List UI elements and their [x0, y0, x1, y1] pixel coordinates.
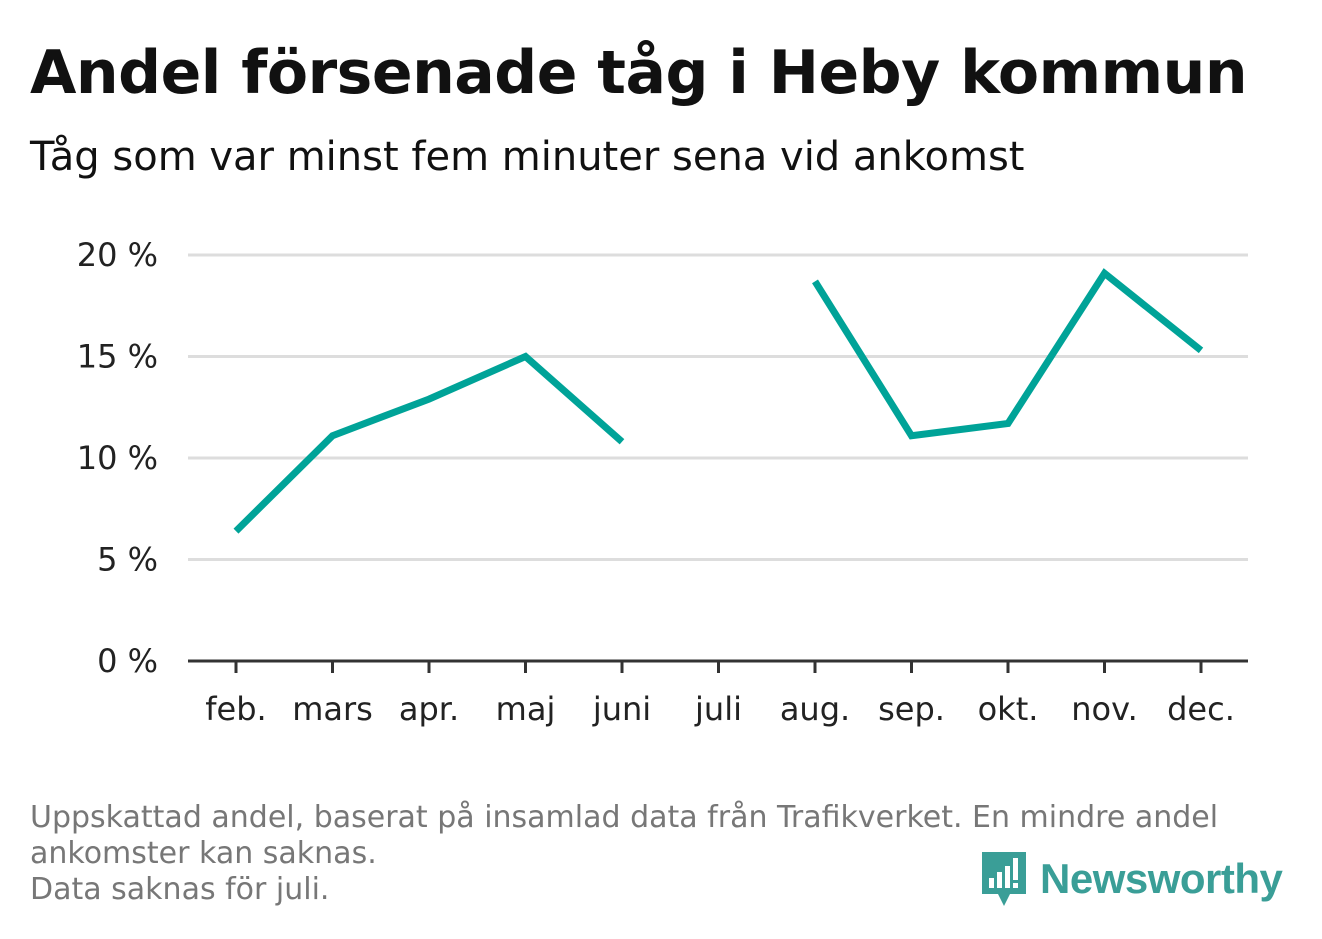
footnote: Uppskattad andel, baserat på insamlad da… — [30, 800, 1280, 908]
series-lines — [233, 268, 1204, 534]
x-tick-label: juli — [694, 690, 742, 728]
x-tick-label: mars — [292, 690, 373, 728]
y-tick-label: 0 % — [97, 642, 158, 680]
series-line-segment — [233, 352, 625, 534]
brand-logo: Newsworthy — [980, 850, 1283, 908]
line-chart: 0 % 5 % 10 % 15 % 20 % feb. mars apr. maj juni ju… — [77, 236, 1248, 728]
chart-subtitle: Tåg som var minst fem minuter sena vid a… — [30, 134, 1025, 180]
brand-name: Newsworthy — [1040, 855, 1283, 902]
y-axis-ticks: 0 % 5 % 10 % 15 % 20 % — [77, 236, 158, 680]
x-tick-label: dec. — [1167, 690, 1235, 728]
x-tick-label: nov. — [1071, 690, 1137, 728]
series-line-segment — [812, 268, 1204, 440]
gridlines — [188, 253, 1248, 561]
x-tick-label: maj — [496, 690, 556, 728]
y-tick-label: 20 % — [77, 236, 158, 274]
footnote-line-2: ankomster kan saknas. — [30, 836, 377, 871]
x-tick-label: apr. — [399, 690, 459, 728]
footnote-line-3: Data saknas för juli. — [30, 872, 330, 907]
y-tick-label: 10 % — [77, 439, 158, 477]
footnote-line-1: Uppskattad andel, baserat på insamlad da… — [30, 800, 1219, 835]
x-axis-ticks: feb. mars apr. maj juni juli aug. sep. okt. nov. d… — [205, 661, 1235, 728]
x-tick-label: sep. — [878, 690, 945, 728]
x-tick-label: feb. — [205, 690, 266, 728]
x-tick-label: okt. — [978, 690, 1039, 728]
y-tick-label: 5 % — [97, 541, 158, 579]
chart-title: Andel försenade tåg i Heby kommun — [30, 38, 1248, 108]
x-tick-label: juni — [592, 690, 651, 728]
y-tick-label: 15 % — [77, 338, 158, 376]
newsworthy-logo-icon — [982, 852, 1026, 906]
x-tick-label: aug. — [780, 690, 850, 728]
